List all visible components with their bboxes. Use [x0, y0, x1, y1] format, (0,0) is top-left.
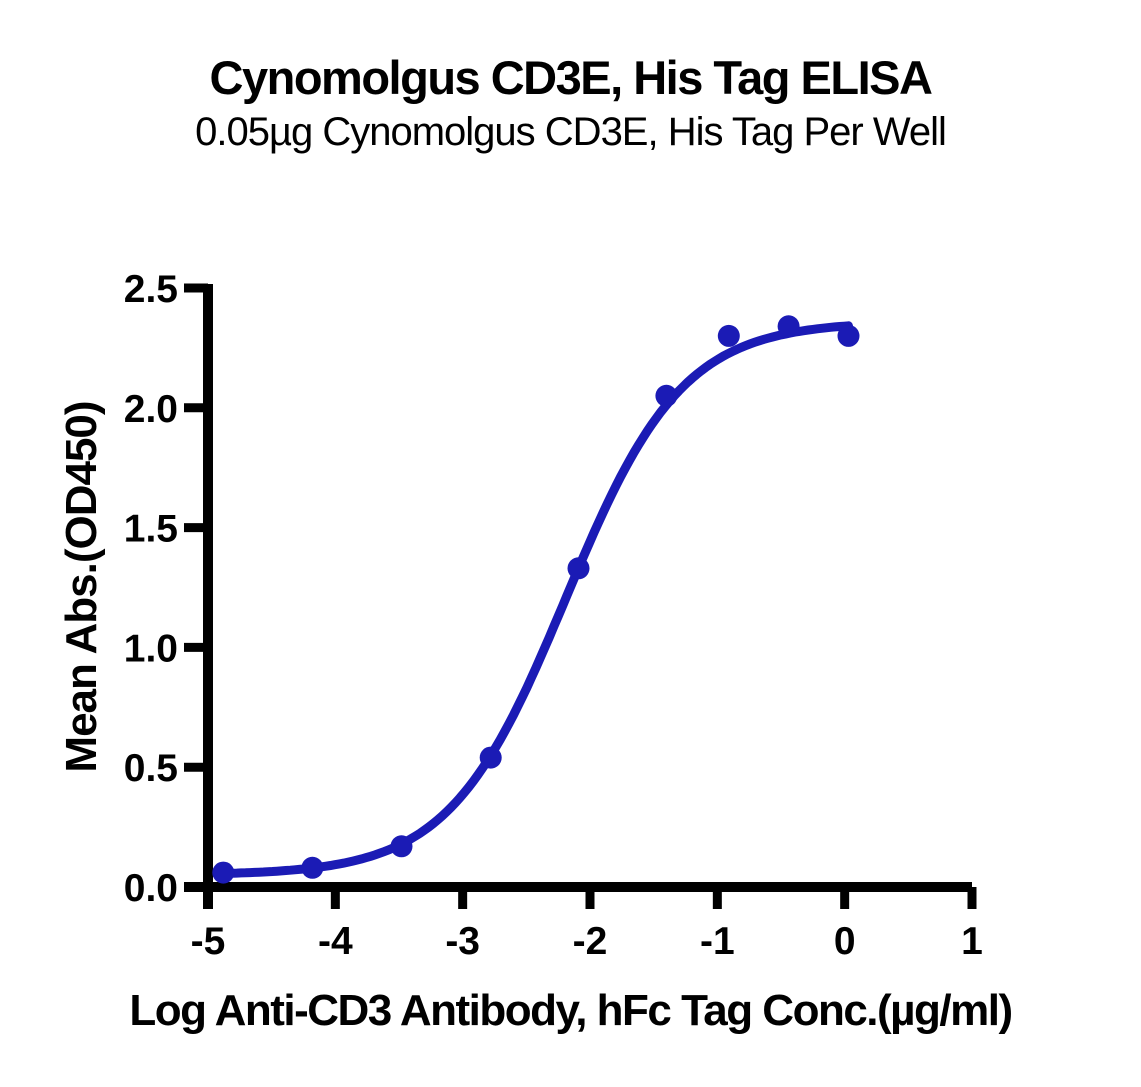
y-tick-label: 2.5 — [124, 268, 178, 311]
chart-title: Cynomolgus CD3E, His Tag ELISA — [209, 51, 933, 104]
x-tick-label: -1 — [700, 920, 735, 963]
data-point — [567, 557, 590, 580]
data-point — [479, 746, 502, 769]
data-point — [301, 856, 324, 879]
chart-subtitle: 0.05µg Cynomolgus CD3E, His Tag Per Well — [195, 110, 947, 154]
axes: -5 -4 -3 -2 -1 0 1 0.0 0.5 1.0 1.5 2.0 2.5 — [124, 268, 983, 963]
data-point — [777, 315, 800, 338]
y-tick-label: 0.0 — [124, 867, 178, 910]
y-tick-label: 1.0 — [124, 627, 178, 670]
x-tick-label: 0 — [834, 920, 856, 963]
data-point — [717, 324, 740, 347]
data-point — [390, 835, 413, 858]
data-point — [655, 384, 678, 407]
y-tick-label: 0.5 — [124, 747, 178, 790]
x-tick-label: -5 — [191, 920, 226, 963]
data-point — [837, 324, 860, 347]
x-tick-label: 1 — [961, 920, 983, 963]
x-tick-label: -3 — [445, 920, 480, 963]
data-point — [212, 861, 235, 884]
x-axis-label: Log Anti-CD3 Antibody, hFc Tag Conc.(µg/… — [129, 986, 1013, 1035]
x-tick-label: -4 — [318, 920, 353, 963]
y-tick-label: 2.0 — [124, 388, 178, 431]
y-tick-label: 1.5 — [124, 508, 178, 551]
x-tick-label: -2 — [573, 920, 608, 963]
fit-curve — [218, 321, 853, 878]
